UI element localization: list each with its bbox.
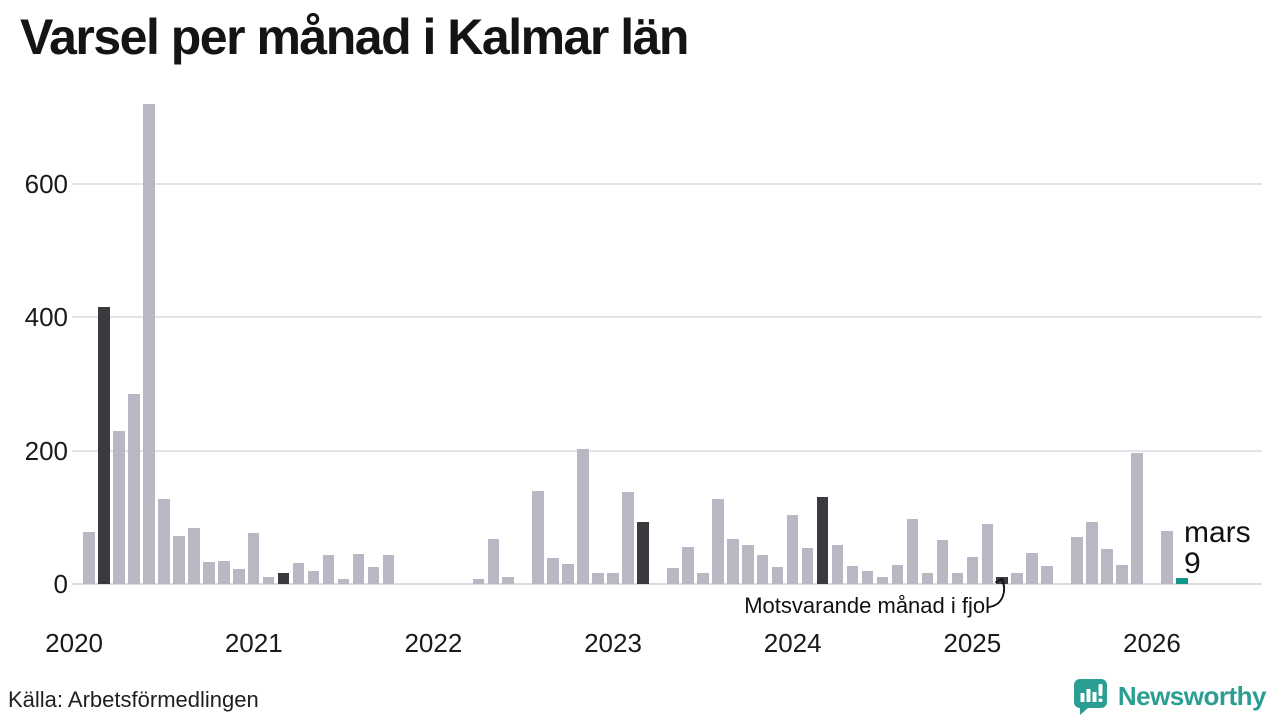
bar-month (367, 567, 380, 584)
bar-month (1041, 566, 1053, 584)
y-axis-tick-label: 600 (24, 169, 68, 200)
bar-month (247, 532, 260, 584)
bar-month (742, 545, 754, 584)
bar-month (682, 546, 694, 584)
annotation-arrow-icon (988, 578, 1005, 608)
current-month-label: mars 9 (1184, 517, 1251, 579)
bar-month (188, 528, 200, 584)
bar-current-month (1176, 578, 1188, 584)
bar-month (382, 554, 395, 584)
bar-month (966, 556, 979, 584)
bar-month (667, 568, 679, 584)
bar-month (1131, 453, 1143, 584)
gridline-y200 (72, 449, 1262, 452)
bar-month (262, 577, 275, 584)
gridline-y400 (72, 316, 1262, 319)
bar-month (846, 566, 859, 584)
x-axis-year-label: 2020 (45, 628, 104, 658)
bar-month (891, 565, 904, 584)
bar-month (712, 498, 724, 584)
bar-month (158, 499, 170, 584)
bar-month (352, 554, 365, 584)
bar-march-highlight (816, 497, 829, 584)
y-axis-tick-label: 400 (24, 302, 68, 333)
bar-month (1071, 537, 1083, 584)
bar-month (1086, 522, 1098, 584)
bar-month (292, 562, 305, 584)
bar-month (143, 104, 155, 584)
gridline-y600 (72, 183, 1262, 186)
current-month-value: 9 (1184, 547, 1201, 580)
newsworthy-bubble-icon (1073, 679, 1107, 715)
bar-month (697, 572, 709, 584)
bar-month (936, 540, 949, 584)
annotation-label: Motsvarande månad i fjol (744, 593, 990, 618)
bar-march-highlight (277, 572, 290, 584)
newsworthy-wordmark: Newsworthy (1117, 680, 1267, 711)
bar-month (337, 578, 350, 584)
bar-march-highlight (637, 522, 649, 584)
bar-month (562, 564, 574, 584)
bar-month (1026, 553, 1038, 584)
bar-month (203, 562, 215, 584)
bar-month (1161, 530, 1173, 584)
x-axis-year-label: 2026 (1123, 628, 1181, 658)
gridline-y0 (72, 583, 1262, 585)
bar-month (607, 572, 619, 584)
bar-month (472, 578, 485, 584)
x-axis-year-label: 2022 (404, 628, 463, 658)
bar-month (831, 545, 844, 584)
y-axis-tick-label: 0 (53, 569, 68, 599)
x-axis-year-label: 2024 (763, 628, 822, 658)
x-axis-year-label: 2025 (943, 628, 1002, 658)
bar-month (592, 572, 604, 584)
bar-month (532, 490, 544, 584)
bar-month (233, 568, 245, 584)
bar-month (1116, 564, 1128, 584)
newsworthy-logo: Newsworthy (1072, 677, 1267, 715)
bar-month (756, 554, 769, 584)
bar-month (502, 577, 514, 584)
x-axis-year-label: 2021 (224, 628, 283, 658)
bar-month (307, 571, 320, 584)
bar-month (487, 538, 499, 584)
bar-month (771, 566, 784, 584)
bar-march-highlight (98, 307, 110, 584)
bar-month (577, 449, 589, 584)
bar-month (218, 561, 230, 584)
y-axis-tick-label: 200 (24, 435, 68, 466)
bar-month (322, 554, 335, 584)
bar-month (906, 519, 919, 584)
bar-month (876, 576, 889, 584)
bar-month (861, 571, 874, 584)
bar-month (547, 558, 559, 584)
bar-month (622, 492, 634, 584)
bar-month (981, 524, 994, 584)
bar-month (786, 515, 799, 584)
bar-month (173, 536, 185, 584)
bar-month (128, 394, 140, 584)
x-axis-year-label: 2023 (584, 628, 642, 658)
bar-month (83, 532, 95, 584)
current-month-name: mars (1184, 516, 1251, 549)
source-credit: Källa: Arbetsförmedlingen (8, 687, 259, 712)
bar-month (951, 572, 964, 584)
bar-month (727, 539, 739, 584)
bar-month (921, 572, 934, 584)
chart-title: Varsel per månad i Kalmar län (20, 9, 689, 65)
bar-month (113, 430, 125, 584)
bar-month (801, 548, 814, 584)
bar-month (1011, 572, 1023, 584)
bar-month (1101, 549, 1113, 584)
